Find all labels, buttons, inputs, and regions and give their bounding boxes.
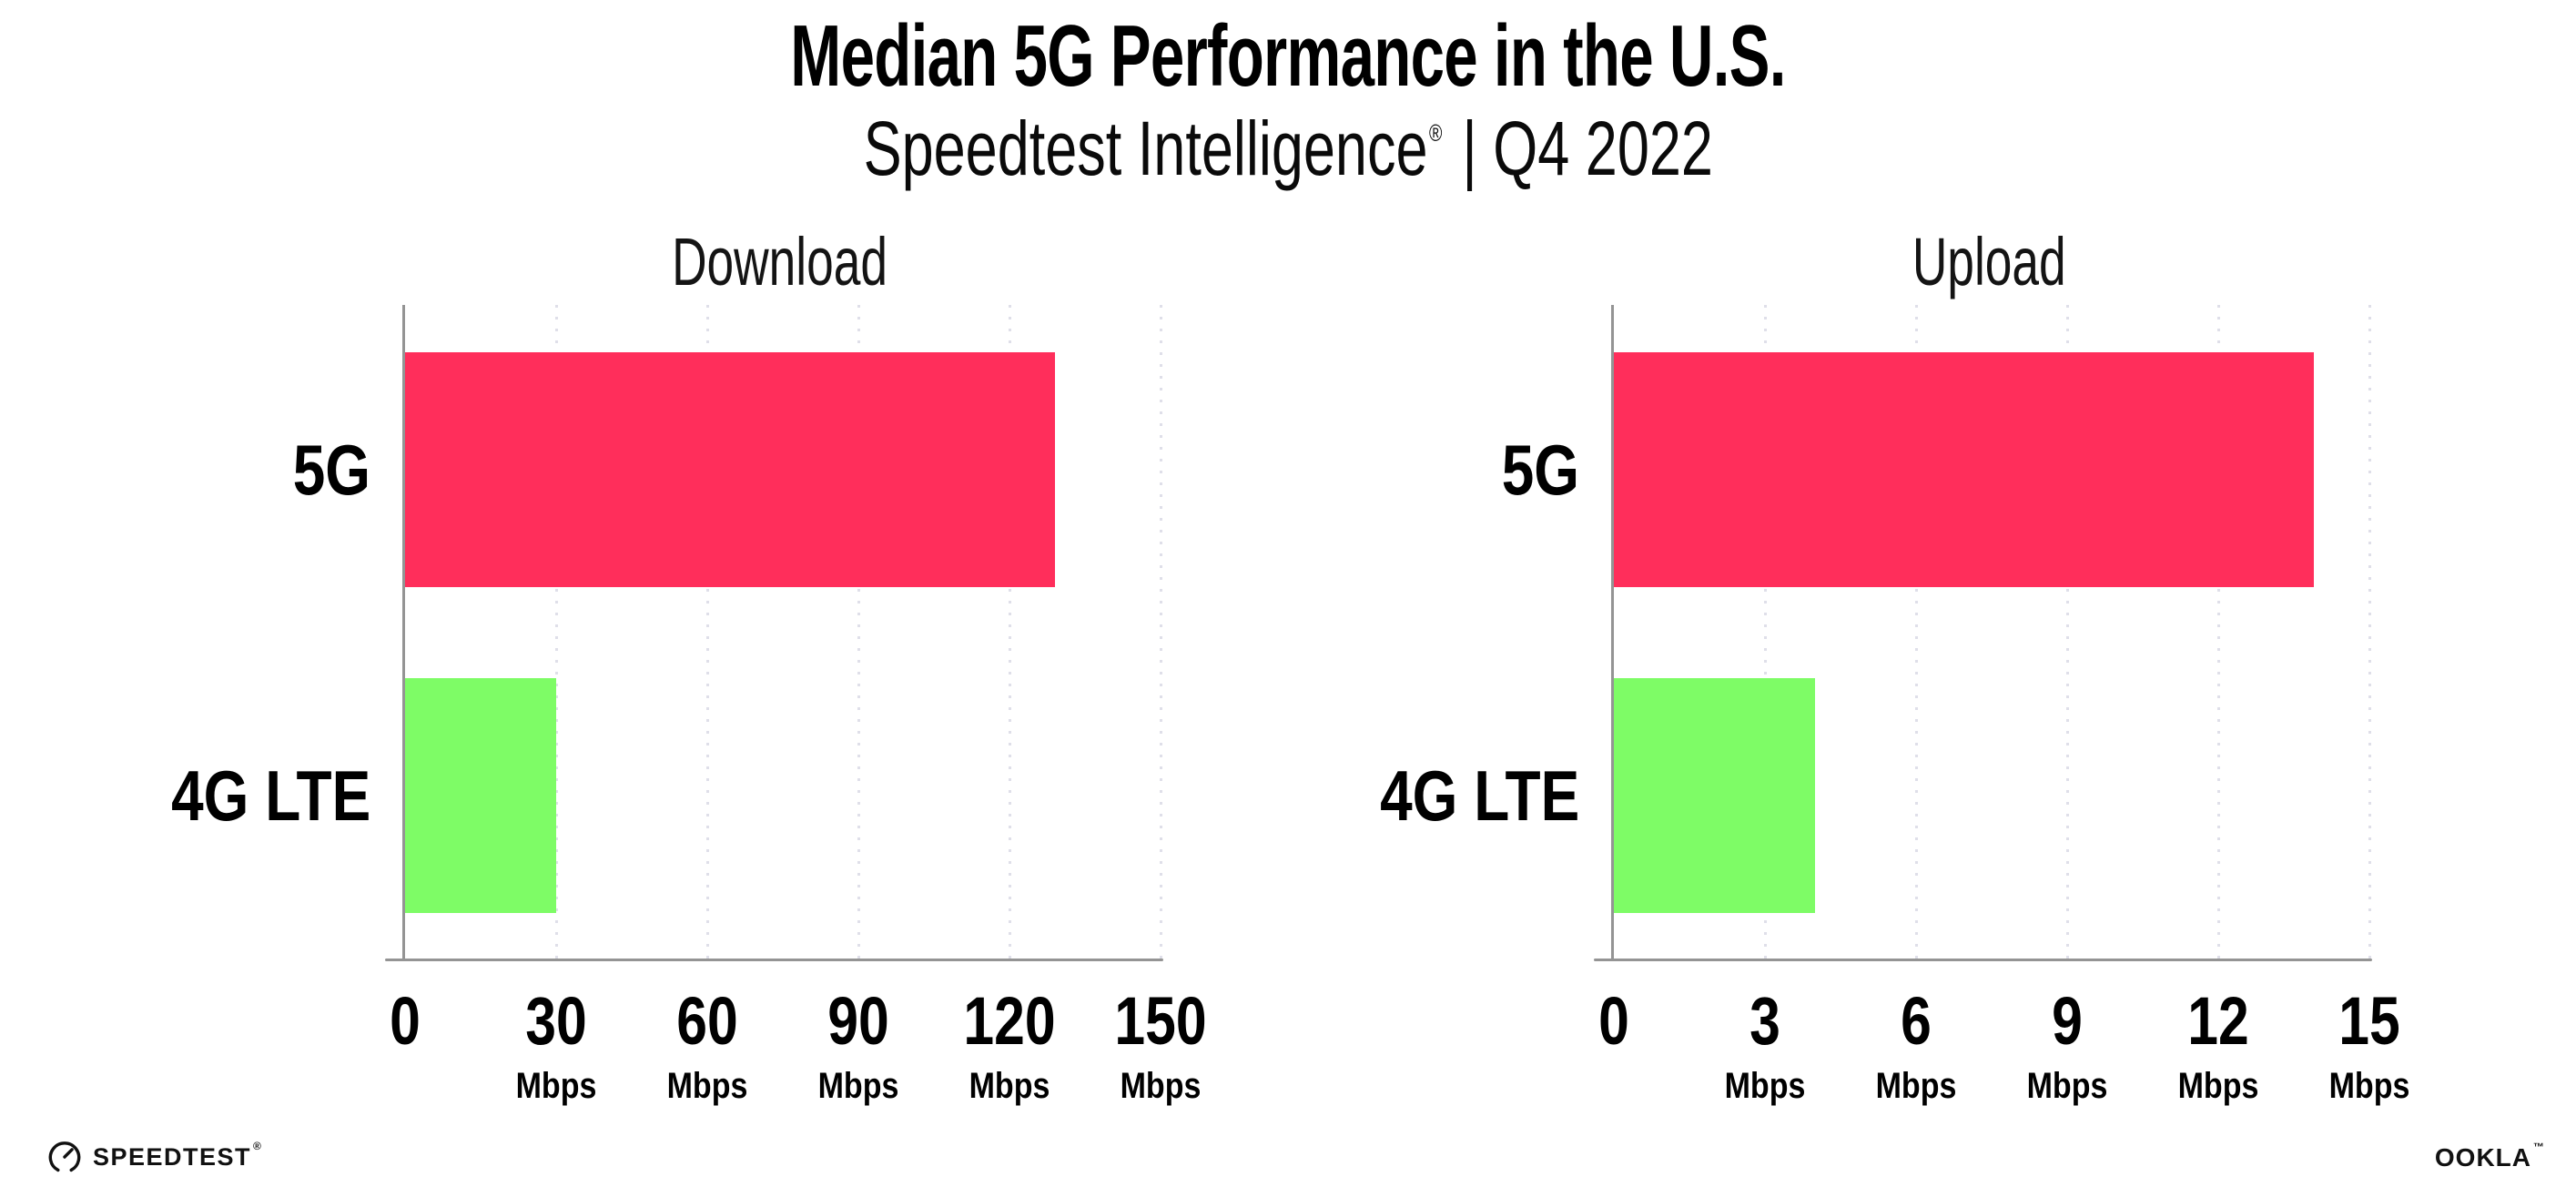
category-label-5g: 5G	[1485, 434, 1579, 505]
x-tick-unit: Mbps	[817, 1066, 899, 1106]
x-tick-value: 90	[827, 983, 889, 1059]
x-tick-value: 30	[525, 983, 587, 1059]
x-tick-value: 120	[963, 983, 1056, 1059]
speedtest-logo: SPEEDTEST ®	[47, 1140, 262, 1174]
x-tick-label-12: 12 Mbps	[2171, 983, 2266, 1106]
x-tick-value: 9	[2052, 983, 2083, 1059]
chart-main-title: Median 5G Performance in the U.S.	[0, 7, 2576, 105]
4g-lte-bar	[405, 678, 556, 913]
ookla-trademark-mark: ™	[2533, 1140, 2545, 1153]
x-tick-unit: Mbps	[1120, 1066, 1202, 1106]
category-label-text: 5G	[292, 430, 370, 510]
x-tick-unit: Mbps	[2177, 1066, 2259, 1106]
download-plot-area: 0 30 Mbps 60 Mbps 90 Mbps 120 Mbps 150 Mbps 5G 4G LT…	[171, 305, 1207, 1104]
upload-x-axis-line	[1594, 959, 2372, 961]
x-tick-label-30: 30 Mbps	[509, 983, 603, 1106]
category-label-text: 4G LTE	[170, 756, 370, 836]
category-label-text: 4G LTE	[1379, 756, 1579, 836]
x-tick-unit: Mbps	[666, 1066, 748, 1106]
download-chart-title-text: Download	[672, 224, 888, 299]
x-tick-value: 6	[1901, 983, 1932, 1059]
gridline-60	[705, 305, 709, 961]
speedtest-trademark-mark: ®	[253, 1139, 263, 1152]
x-tick-unit: Mbps	[515, 1066, 597, 1106]
chart-subtitle: Speedtest Intelligence® | Q4 2022	[0, 107, 2576, 190]
gridline-9	[2065, 305, 2069, 961]
x-tick-value: 3	[1749, 983, 1780, 1059]
gridline-12	[2216, 305, 2220, 961]
x-tick-unit: Mbps	[1875, 1066, 1957, 1106]
chart-main-title-text: Median 5G Performance in the U.S.	[790, 7, 1786, 105]
category-label-text: 5G	[1501, 430, 1579, 510]
speedtest-wordmark: SPEEDTEST ®	[93, 1141, 262, 1171]
ookla-logo: OOKLA ™	[2434, 1141, 2545, 1172]
x-tick-label-60: 60 Mbps	[660, 983, 755, 1106]
gridline-150	[1159, 305, 1162, 961]
x-tick-value: 150	[1114, 983, 1207, 1059]
gridline-3	[1763, 305, 1767, 961]
x-tick-value: 15	[2338, 983, 2400, 1059]
category-label-4g-lte: 4G LTE	[1336, 760, 1579, 831]
x-tick-label-3: 3 Mbps	[1718, 983, 1812, 1106]
x-tick-value: 0	[390, 983, 421, 1059]
speedtest-wordmark-text: SPEEDTEST	[93, 1142, 252, 1171]
subtitle-brand: Speedtest Intelligence	[863, 105, 1428, 191]
x-tick-label-150: 150 Mbps	[1104, 983, 1216, 1106]
category-label-4g-lte: 4G LTE	[127, 760, 370, 831]
gridline-6	[1914, 305, 1918, 961]
x-tick-value: 12	[2187, 983, 2249, 1059]
x-tick-label-0: 0	[1595, 988, 1632, 1055]
upload-plot-area: 0 3 Mbps 6 Mbps 9 Mbps 12 Mbps 15 Mbps 5G 4G LTE	[1380, 305, 2409, 1104]
category-label-5g: 5G	[276, 434, 370, 505]
x-tick-label-90: 90 Mbps	[811, 983, 906, 1106]
x-tick-label-120: 120 Mbps	[953, 983, 1065, 1106]
registered-trademark-mark: ®	[1428, 118, 1443, 147]
download-chart: Download 0 30 Mbps 60 Mbps 90 Mbps 120 Mbps 150 Mb…	[171, 228, 1207, 1105]
download-x-axis-line	[385, 959, 1163, 961]
x-tick-label-15: 15 Mbps	[2322, 983, 2417, 1106]
gridline-120	[1008, 305, 1011, 961]
upload-chart-title-text: Upload	[1912, 224, 2066, 299]
x-tick-unit: Mbps	[2026, 1066, 2108, 1106]
x-tick-label-9: 9 Mbps	[2020, 983, 2115, 1106]
x-tick-value: 0	[1598, 983, 1629, 1059]
upload-chart: Upload 0 3 Mbps 6 Mbps 9 Mbps 12 Mbps 15 Mbps 5G 4G …	[1380, 228, 2410, 1105]
ookla-wordmark-text: OOKLA	[2434, 1143, 2531, 1172]
5g-bar	[1614, 352, 2315, 587]
x-tick-unit: Mbps	[1724, 1066, 1806, 1106]
title-block: Median 5G Performance in the U.S. Speedt…	[0, 7, 2576, 190]
subtitle-quarter: | Q4 2022	[1462, 105, 1713, 191]
gridline-15	[2368, 305, 2371, 961]
download-chart-title: Download	[402, 228, 1158, 296]
chart-subtitle-text: Speedtest Intelligence® | Q4 2022	[863, 107, 1712, 190]
x-tick-value: 60	[676, 983, 738, 1059]
5g-bar	[405, 352, 1055, 587]
upload-chart-title: Upload	[1611, 228, 2367, 296]
x-tick-unit: Mbps	[2328, 1066, 2410, 1106]
x-tick-label-0: 0	[386, 988, 423, 1055]
x-tick-unit: Mbps	[969, 1066, 1050, 1106]
gridline-90	[857, 305, 860, 961]
speedtest-gauge-icon	[48, 1141, 81, 1172]
x-tick-label-6: 6 Mbps	[1869, 983, 1963, 1106]
4g-lte-bar	[1614, 678, 1816, 913]
gridline-30	[554, 305, 558, 961]
